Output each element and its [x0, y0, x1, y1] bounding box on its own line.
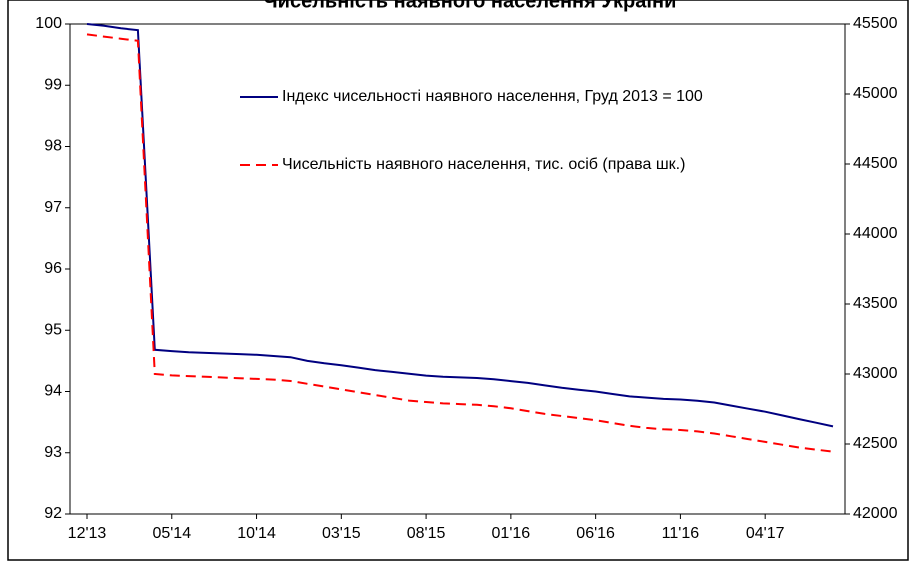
- y-tick-label: 94: [44, 383, 62, 400]
- legend-label: Індекс чисельності наявного населення, Г…: [282, 88, 703, 105]
- y2-tick-label: 43000: [853, 365, 898, 382]
- x-tick-label: 03'15: [322, 525, 361, 542]
- legend-label: Чисельність наявного населення, тис. осі…: [282, 156, 685, 173]
- x-tick-label: 10'14: [237, 525, 276, 542]
- x-tick-label: 08'15: [407, 525, 446, 542]
- y-tick-label: 93: [44, 444, 62, 461]
- chart-title: Чисельність наявного населення України: [264, 0, 677, 12]
- y-tick-label: 95: [44, 321, 62, 338]
- y-tick-label: 97: [44, 199, 62, 216]
- y-tick-label: 96: [44, 260, 62, 277]
- series-line: [86, 33, 834, 453]
- x-tick-label: 12'13: [68, 525, 107, 542]
- y2-tick-label: 43500: [853, 295, 898, 312]
- series-line: [86, 23, 834, 428]
- y2-tick-label: 42500: [853, 435, 898, 452]
- y-tick-label: 99: [44, 76, 62, 93]
- x-tick-label: 06'16: [576, 525, 615, 542]
- x-tick-label: 04'17: [746, 525, 785, 542]
- y2-tick-label: 45000: [853, 85, 898, 102]
- chart-frame: [7, 0, 909, 561]
- x-tick-label: 05'14: [152, 525, 191, 542]
- x-tick-label: 01'16: [492, 525, 531, 542]
- y2-tick-label: 42000: [853, 505, 898, 522]
- y-tick-label: 100: [35, 15, 62, 32]
- y-tick-label: 92: [44, 505, 62, 522]
- y2-tick-label: 44500: [853, 155, 898, 172]
- y-tick-label: 98: [44, 138, 62, 155]
- y2-tick-label: 45500: [853, 15, 898, 32]
- y2-tick-label: 44000: [853, 225, 898, 242]
- x-tick-label: 11'16: [662, 525, 700, 542]
